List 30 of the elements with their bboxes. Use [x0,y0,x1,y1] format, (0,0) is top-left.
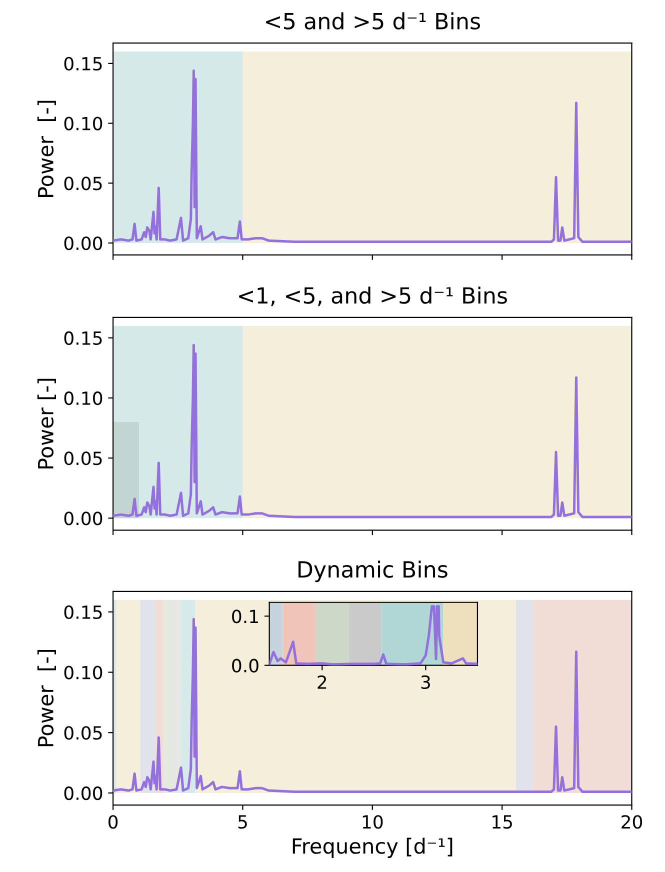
y-tick-label: 0.10 [64,116,102,130]
x-tick-label: 20 [622,815,642,829]
y-tick-label: 0.15 [64,56,102,71]
line-series [113,344,632,518]
y-tick-label: 0.10 [64,666,102,680]
y-tick-label: 0.1 [232,610,258,624]
chart-title: Dynamic Bins [298,560,448,582]
y-tick-label: 0.00 [64,786,102,800]
y-tick-label: 0.05 [64,726,102,740]
x-axis-title: Frequency [d⁻¹] [292,838,452,858]
y-tick-label: 0.10 [64,391,102,406]
y-tick-label: 0.15 [64,331,102,345]
y-tick-label: 0.05 [64,176,102,190]
x-tick-label: 5 [238,815,247,829]
x-tick-label: 3 [421,675,430,690]
y-axis-title: Power [-] [37,650,56,746]
y-tick-label: 0.15 [64,605,102,620]
y-tick-label: 0.00 [64,236,102,250]
y-tick-label: 0.05 [64,452,102,466]
x-tick-label: 0 [108,815,118,829]
line-series [113,69,632,244]
y-tick-label: 0.0 [232,658,258,672]
chart-title: <1, <5, and >5 d⁻¹ Bins [239,286,507,306]
y-axis-title: Power [-] [37,100,56,197]
x-tick-label: 2 [318,675,326,689]
x-tick-label: 15 [492,815,512,829]
chart-title: <5 and >5 d⁻¹ Bins [266,12,480,30]
y-tick-label: 0.00 [64,512,102,526]
y-axis-title: Power [-] [37,378,56,468]
x-tick-label: 10 [362,815,383,829]
